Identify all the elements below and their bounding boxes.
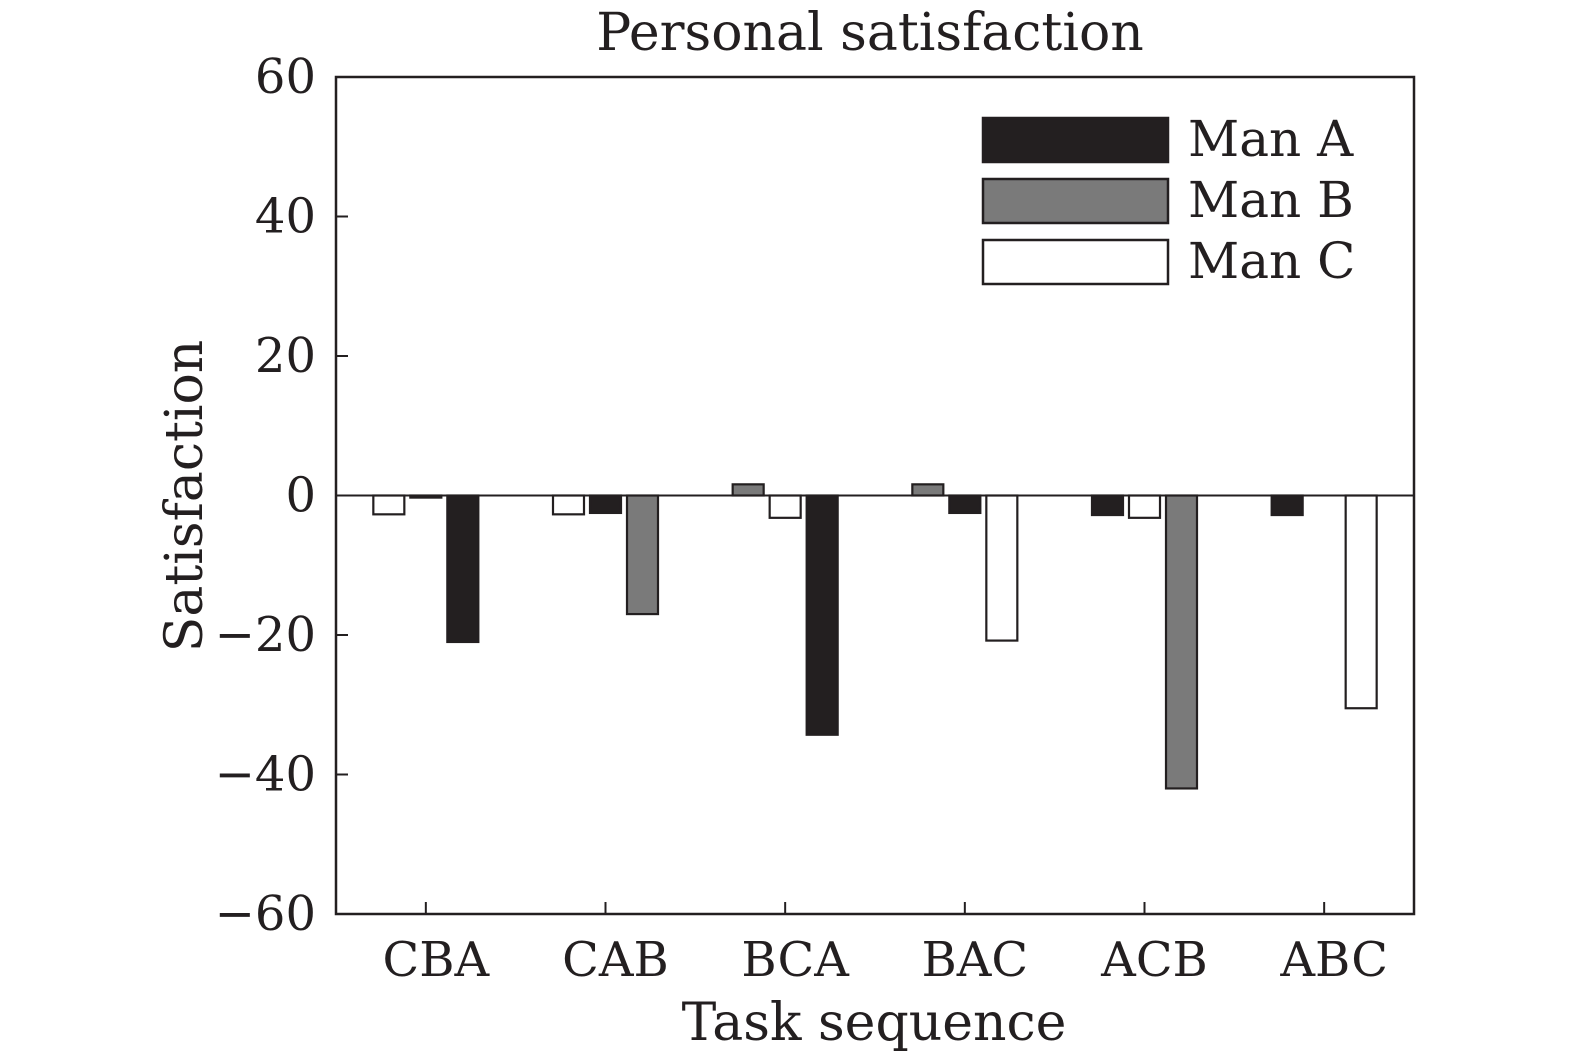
bars-group [372,483,1378,790]
y-tick-label: −40 [215,747,316,803]
bar-man-a-bca [805,494,839,736]
y-axis: 60 40 20 0 −20 −40 −60 [215,49,348,942]
x-tick-label: ACB [1100,932,1208,988]
bar-man-b-bca [731,483,765,497]
legend-swatch [981,116,1170,164]
y-axis-label: Satisfaction [155,340,215,653]
bar-man-c-bca [768,494,802,519]
y-tick-label: 20 [255,328,316,384]
x-axis: CBA CAB BCA BAC ACB ABC [382,902,1388,988]
bar-man-b-acb [1164,494,1199,790]
y-tick-label: −20 [215,607,316,663]
chart-title: Personal satisfaction [596,3,1144,63]
x-tick-label: ABC [1279,932,1388,988]
bar-man-c-abc [1344,494,1378,710]
bar-man-c-cba [372,494,406,516]
bar-man-c-acb [1127,494,1162,519]
legend-label: Man B [1188,171,1354,229]
bar-man-a-bac [948,494,982,515]
bar-man-c-bac [985,494,1019,642]
legend-label: Man A [1188,110,1354,168]
legend-swatch [981,177,1170,225]
bar-man-a-acb [1090,494,1125,517]
x-tick-label: CBA [382,932,490,988]
bar-man-b-bac [911,483,945,497]
y-tick-label: 0 [285,468,316,524]
x-tick-label: BAC [921,932,1028,988]
x-axis-label: Task sequence [682,993,1067,1053]
x-tick-label: CAB [562,932,669,988]
legend-label: Man C [1188,232,1355,290]
bar-man-a-cba [446,494,480,644]
y-tick-label: 40 [255,189,316,245]
y-tick-label: 60 [255,49,316,105]
bar-man-b-cab [625,494,660,616]
y-tick-label: −60 [215,886,316,942]
legend-swatch [981,238,1170,286]
bar-man-c-cab [551,494,586,516]
x-tick-label: BCA [741,932,850,988]
bar-man-a-cab [588,494,623,515]
bar-man-a-abc [1270,494,1304,517]
